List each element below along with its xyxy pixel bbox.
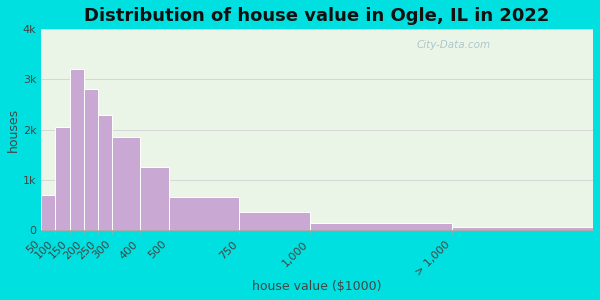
Bar [140,167,169,230]
Bar [452,227,593,230]
Bar [70,69,83,230]
Text: City-Data.com: City-Data.com [416,40,491,50]
Bar [55,127,70,230]
Bar [41,195,55,230]
Bar [239,212,310,230]
Y-axis label: houses: houses [7,107,20,152]
Bar [310,224,452,230]
Bar [98,115,112,230]
Bar [112,137,140,230]
Title: Distribution of house value in Ogle, IL in 2022: Distribution of house value in Ogle, IL … [85,7,550,25]
X-axis label: house value ($1000): house value ($1000) [253,280,382,293]
Bar [169,197,239,230]
Bar [83,89,98,230]
